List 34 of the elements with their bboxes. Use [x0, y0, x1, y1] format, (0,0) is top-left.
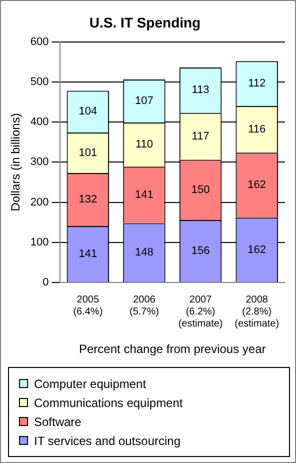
data-label: 113 — [192, 84, 210, 96]
data-label: 116 — [248, 123, 266, 136]
legend-label: Computer equipment — [34, 376, 146, 390]
y-tick-label: 200 — [30, 196, 49, 208]
y-tick-label: 100 — [30, 236, 49, 248]
data-label: 148 — [135, 246, 154, 259]
y-tick-label: 600 — [30, 36, 49, 48]
data-label: 141 — [135, 188, 154, 201]
y-tick-label: 300 — [30, 156, 49, 168]
data-label: 150 — [191, 184, 210, 196]
data-label: 162 — [248, 179, 266, 192]
legend-label: Communications equipment — [34, 396, 183, 410]
y-axis-title: Dollars (in billions) — [8, 113, 23, 212]
y-tick-label: 400 — [30, 116, 49, 128]
x-tick-label: 2005 (6.4%) — [73, 294, 103, 318]
data-label: 112 — [248, 78, 266, 90]
data-label: 110 — [135, 138, 153, 151]
data-label: 141 — [78, 248, 98, 260]
legend-label: Software — [34, 414, 82, 428]
data-label: 117 — [192, 130, 210, 142]
legend-label: IT services and outsourcing — [34, 434, 181, 448]
chart-title: U.S. IT Spending — [89, 14, 201, 30]
y-tick-label: 500 — [30, 76, 49, 88]
y-tick-label: 0 — [42, 276, 49, 289]
data-label: 101 — [78, 146, 98, 159]
data-label: 104 — [78, 106, 98, 118]
x-tick-label: 2007 (6.2%) (estimate) — [178, 294, 223, 330]
data-label: 132 — [78, 194, 98, 206]
x-axis-title: Percent change from previous year — [78, 342, 266, 356]
x-tick-label: 2006 (5.7%) — [129, 294, 159, 318]
data-label: 107 — [135, 95, 154, 108]
data-label: 156 — [191, 245, 210, 258]
x-tick-label: 2008 (2.8%) (estimate) — [234, 294, 280, 330]
data-label: 162 — [248, 244, 266, 256]
